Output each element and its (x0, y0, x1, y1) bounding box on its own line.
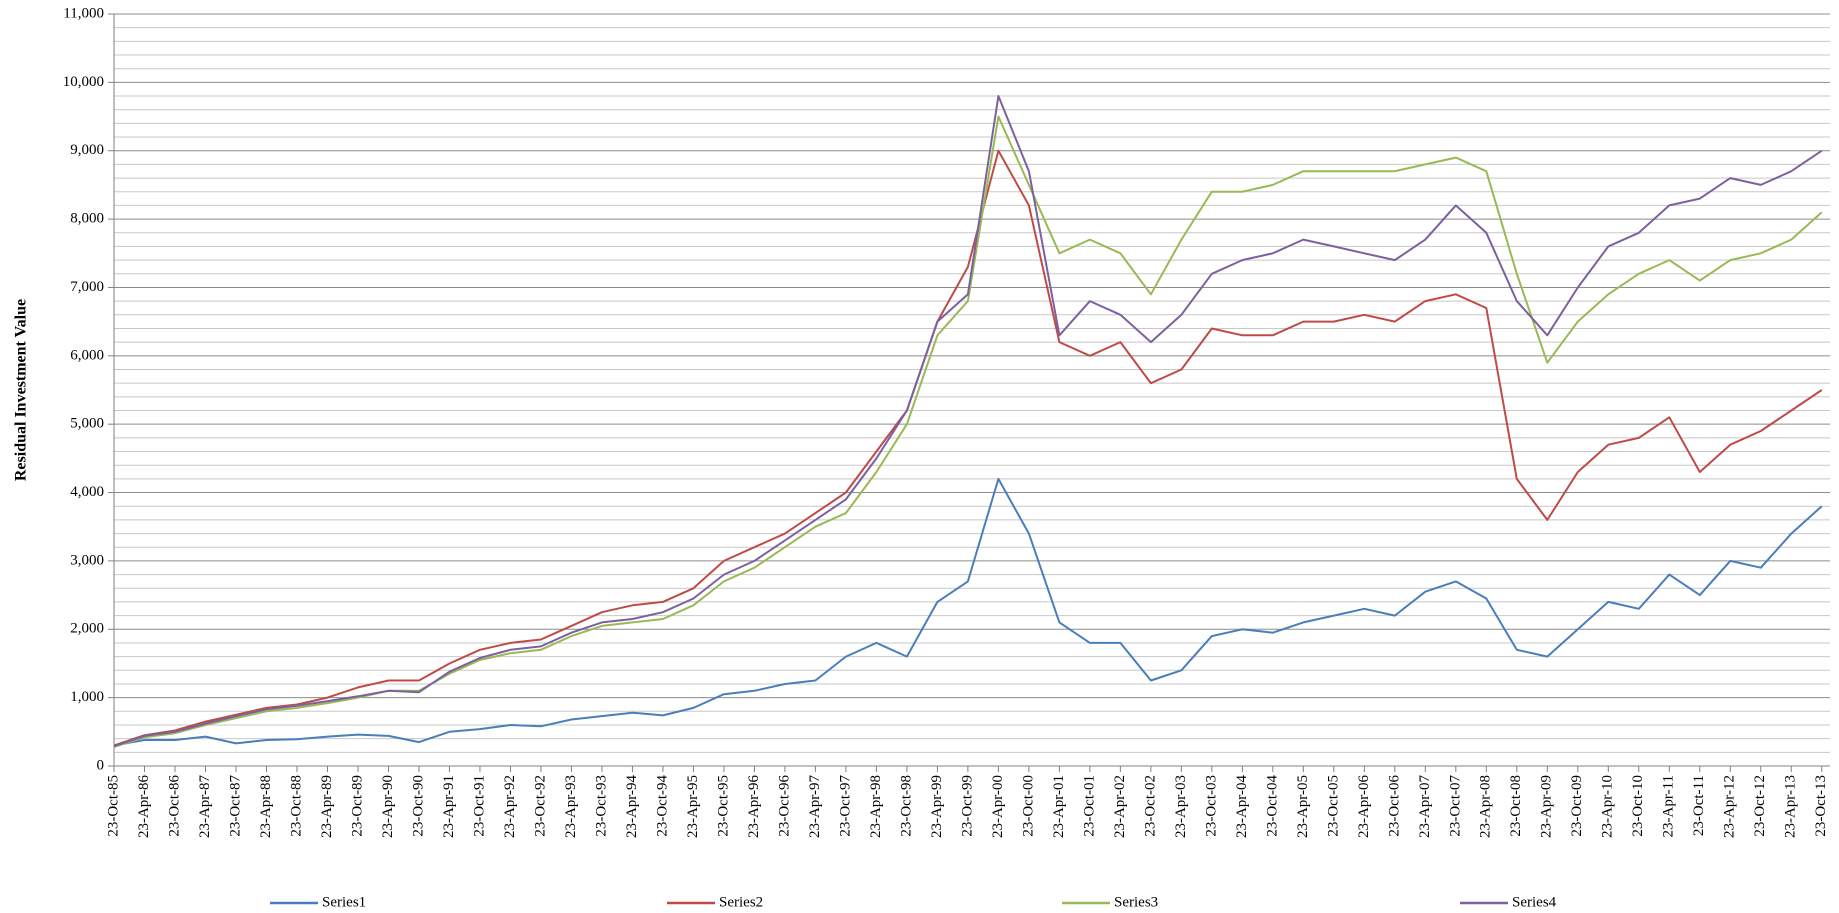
x-tick-label: 23-Apr-86 (136, 775, 152, 839)
x-tick-label: 23-Apr-12 (1722, 775, 1738, 838)
x-tick-label: 23-Apr-07 (1417, 775, 1433, 839)
x-tick-label: 23-Oct-06 (1386, 775, 1402, 837)
legend-label: Series1 (322, 894, 366, 910)
x-tick-label: 23-Apr-00 (990, 775, 1006, 838)
y-tick-label: 0 (97, 757, 105, 773)
x-tick-label: 23-Apr-97 (807, 775, 823, 839)
x-tick-label: 23-Apr-96 (746, 775, 762, 839)
x-tick-label: 23-Oct-96 (776, 775, 792, 837)
x-tick-label: 23-Oct-93 (593, 775, 609, 837)
x-tick-label: 23-Apr-13 (1783, 775, 1799, 838)
x-tick-label: 23-Apr-10 (1600, 775, 1616, 838)
series-line (113, 477, 1823, 747)
y-axis-title: Residual Investment Value (13, 299, 30, 481)
x-tick-label: 23-Oct-04 (1264, 775, 1280, 837)
x-tick-label: 23-Oct-12 (1752, 775, 1768, 837)
x-tick-label: 23-Oct-02 (1142, 775, 1158, 837)
x-tick-label: 23-Oct-07 (1447, 775, 1463, 837)
x-tick-label: 23-Oct-99 (959, 775, 975, 837)
x-tick-label: 23-Oct-13 (1813, 775, 1829, 837)
y-tick-label: 1,000 (70, 689, 104, 705)
x-tick-label: 23-Apr-94 (624, 775, 640, 839)
x-tick-label: 23-Oct-98 (898, 775, 914, 837)
axes: 0 1,000 2,000 3,000 4,000 5,000 6,000 7,000 8,00… (63, 5, 1830, 838)
series-line (113, 149, 1823, 747)
x-tick-label: 23-Apr-08 (1478, 775, 1494, 838)
x-tick-label: 23-Oct-88 (288, 775, 304, 837)
x-tick-label: 23-Apr-87 (197, 775, 213, 839)
x-tick-label: 23-Oct-87 (227, 775, 243, 837)
x-tick-label: 23-Apr-95 (685, 775, 701, 838)
x-tick-label: 23-Oct-08 (1508, 775, 1524, 837)
y-tick-label: 4,000 (70, 484, 104, 500)
x-tick-label: 23-Oct-86 (166, 775, 182, 837)
series-line (113, 95, 1823, 748)
grid (114, 13, 1830, 767)
y-tick-label: 10,000 (63, 74, 104, 90)
x-tick-label: 23-Oct-97 (837, 775, 853, 837)
y-tick-label: 11,000 (63, 5, 104, 21)
y-tick-label: 6,000 (70, 347, 104, 363)
series-line (113, 115, 1823, 748)
y-tick-label: 3,000 (70, 552, 104, 568)
x-tick-label: 23-Apr-99 (929, 775, 945, 838)
x-tick-label: 23-Apr-11 (1661, 775, 1677, 837)
x-tick-label: 23-Apr-05 (1295, 775, 1311, 838)
x-tick-label: 23-Oct-90 (410, 775, 426, 837)
plot-area (113, 95, 1823, 748)
x-tick-label: 23-Oct-95 (715, 775, 731, 837)
x-tick-label: 23-Oct-05 (1325, 775, 1341, 837)
x-tick-label: 23-Oct-94 (654, 775, 670, 837)
legend: Series1 Series2 Series3 Series4 (270, 894, 1557, 910)
x-tick-label: 23-Oct-01 (1081, 775, 1097, 837)
x-tick-label: 23-Oct-92 (532, 775, 548, 837)
x-tick-label: 23-Apr-89 (319, 775, 335, 838)
legend-label: Series2 (719, 894, 763, 910)
x-tick-label: 23-Apr-91 (441, 775, 457, 838)
x-tick-label: 23-Oct-91 (471, 775, 487, 837)
x-tick-label: 23-Apr-01 (1051, 775, 1067, 838)
y-tick-label: 7,000 (70, 279, 104, 295)
x-tick-label: 23-Apr-88 (258, 775, 274, 838)
y-tick-label: 5,000 (70, 416, 104, 432)
y-tick-label: 2,000 (70, 621, 104, 637)
x-tick-label: 23-Oct-11 (1691, 775, 1707, 836)
x-tick-label: 23-Apr-92 (502, 775, 518, 838)
x-tick-label: 23-Apr-09 (1539, 775, 1555, 838)
legend-label: Series3 (1114, 894, 1158, 910)
x-tick-label: 23-Oct-85 (105, 775, 121, 837)
x-tick-label: 23-Apr-04 (1234, 775, 1250, 839)
x-tick-label: 23-Apr-06 (1356, 775, 1372, 839)
x-tick-label: 23-Oct-03 (1203, 775, 1219, 837)
x-tick-label: 23-Oct-00 (1020, 775, 1036, 837)
legend-label: Series4 (1512, 894, 1557, 910)
x-tick-label: 23-Oct-10 (1630, 775, 1646, 837)
x-tick-label: 23-Apr-02 (1112, 775, 1128, 838)
x-tick-label: 23-Apr-03 (1173, 775, 1189, 838)
x-tick-label: 23-Apr-93 (563, 775, 579, 838)
x-tick-label: 23-Apr-98 (868, 775, 884, 838)
y-tick-label: 8,000 (70, 211, 104, 227)
x-tick-label: 23-Oct-89 (349, 775, 365, 837)
x-tick-label: 23-Oct-09 (1569, 775, 1585, 837)
x-tick-label: 23-Apr-90 (380, 775, 396, 838)
y-tick-label: 9,000 (70, 142, 104, 158)
